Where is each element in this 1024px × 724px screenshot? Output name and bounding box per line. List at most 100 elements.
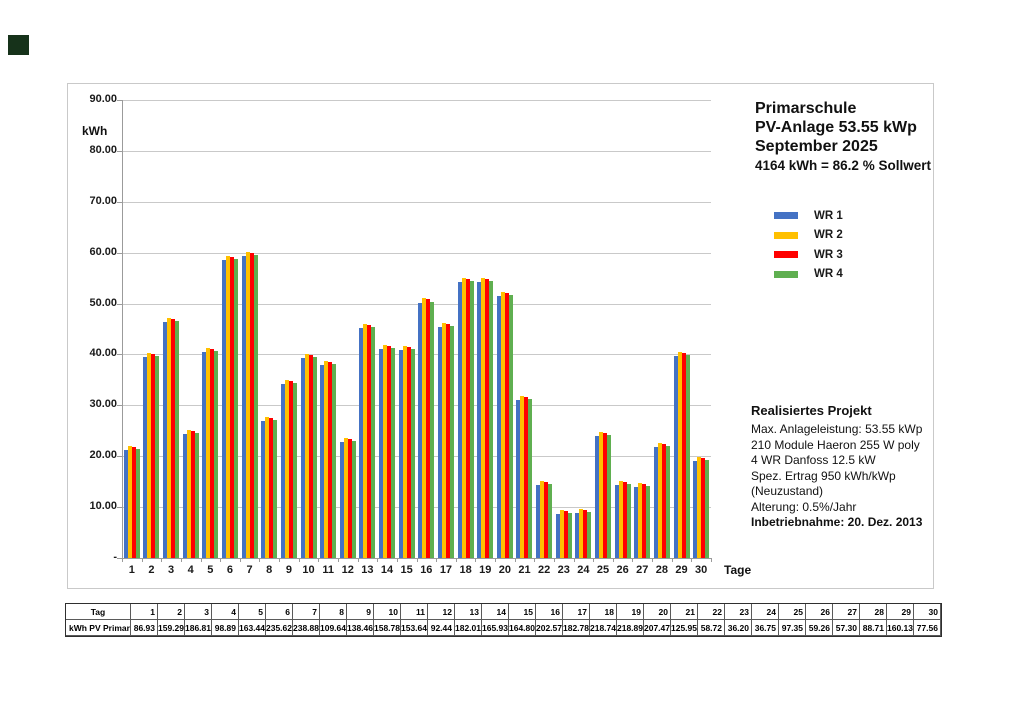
bar-wr4-day5 [214,350,219,558]
x-tick-label: 27 [636,564,649,576]
bar-wr1-day4 [182,434,187,558]
gridline [122,507,711,509]
bar-wr2-day30 [697,457,702,558]
bar-wr3-day18 [465,278,470,558]
table-value-cell: 138.46 [347,620,374,636]
table-value-cell: 59.26 [806,620,833,636]
table-value-cell: 36.75 [752,620,779,636]
legend-swatch-wr4 [774,270,798,278]
x-axis-tick [318,558,320,562]
x-axis-tick [298,558,300,562]
x-axis-tick [671,558,673,562]
y-axis-line [122,100,123,558]
x-axis-tick [239,558,241,562]
table-day-cell: 30 [914,604,941,620]
table-day-cell: 17 [563,604,590,620]
table-value-cell: 238.88 [293,620,320,636]
gridline [122,150,711,152]
x-axis-tick [259,558,261,562]
x-axis-tick [357,558,359,562]
title-line-1: Primarschule [755,100,857,117]
bar-wr4-day13 [371,327,376,558]
bar-wr3-day13 [367,325,372,558]
project-info: Realisiertes Projekt Max. Anlageleistung… [751,403,951,531]
table-value-cell: 58.72 [698,620,725,636]
bar-wr1-day7 [241,256,246,558]
bar-wr3-day22 [544,482,549,558]
bar-wr3-day16 [426,299,431,558]
gridline [122,405,711,407]
bar-wr2-day4 [186,430,191,558]
bar-wr4-day18 [469,280,474,558]
table-value-cell: 57.30 [833,620,860,636]
bar-wr4-day1 [135,448,140,558]
x-tick-label: 21 [518,564,531,576]
x-axis-tick [180,558,182,562]
bar-wr2-day19 [481,277,486,558]
y-tick-label: 60.00 [89,245,117,258]
x-axis-title: Tage [724,563,752,577]
table-value-cell: 182.78 [563,620,590,636]
bar-wr4-day6 [233,259,238,558]
bar-wr4-day8 [273,419,278,558]
x-axis-tick [337,558,339,562]
table-value-cell: 163.44 [239,620,266,636]
table-value-cell: 202.57 [536,620,563,636]
bar-wr4-day27 [646,486,651,558]
table-value-cell: 88.71 [860,620,887,636]
x-tick-label: 8 [266,564,273,576]
bar-wr1-day5 [202,351,207,558]
bar-wr3-day2 [151,354,156,558]
y-tick-label: 10.00 [89,500,117,513]
bar-wr1-day16 [418,302,423,558]
gridline [122,252,711,254]
x-tick-label: 20 [498,564,511,576]
bar-wr4-day12 [351,441,356,558]
bar-wr1-day15 [398,350,403,558]
bar-wr2-day5 [206,347,211,558]
x-axis-tick [514,558,516,562]
data-table: Tag 1 2 3 4 5 6 7 8 9 10 11 12 13 14 15 16 17 18 19 20 21 22 23… [65,603,942,637]
bar-wr1-day2 [143,357,148,558]
gridline [122,303,711,305]
bar-wr1-day17 [437,327,442,558]
table-day-cell: 22 [698,604,725,620]
bar-wr2-day22 [540,481,545,558]
table-value-cell: 164.80 [509,620,536,636]
bar-wr1-day1 [123,449,128,558]
legend-swatch-wr2 [774,231,798,239]
bar-wr3-day12 [347,439,352,558]
bar-wr4-day7 [253,255,258,558]
bar-wr4-day3 [175,321,180,558]
bar-wr2-day16 [422,298,427,558]
x-axis-tick [279,558,281,562]
bar-wr2-day29 [677,352,682,558]
y-tick-label: 40.00 [89,347,117,360]
table-day-cell: 4 [212,604,239,620]
bar-wr1-day3 [163,322,168,558]
bar-wr1-day11 [320,364,325,558]
table-value-cell: 125.95 [671,620,698,636]
bar-wr4-day4 [194,433,199,558]
x-axis-tick [711,558,712,562]
bar-wr3-day1 [131,446,136,558]
bar-wr2-day12 [343,438,348,558]
y-tick-label: 90.00 [89,93,117,105]
bar-wr1-day14 [379,348,384,558]
bar-wr2-day2 [147,353,152,558]
x-axis-tick [436,558,438,562]
project-info-commissioning: Inbetriebnahme: 20. Dez. 2013 [751,515,923,529]
bar-wr1-day6 [221,260,226,558]
table-value-cell: 158.78 [374,620,401,636]
x-tick-label: 19 [479,564,492,576]
bar-wr4-day16 [430,301,435,558]
bar-wr4-day15 [410,349,415,558]
x-tick-label: 30 [695,564,708,576]
y-axis-tick [117,252,122,254]
bar-wr4-day23 [567,512,572,558]
project-info-heading: Realisiertes Projekt [751,403,872,418]
x-tick-label: 29 [675,564,688,576]
bar-wr2-day21 [520,395,525,558]
table-day-cell: 3 [185,604,212,620]
